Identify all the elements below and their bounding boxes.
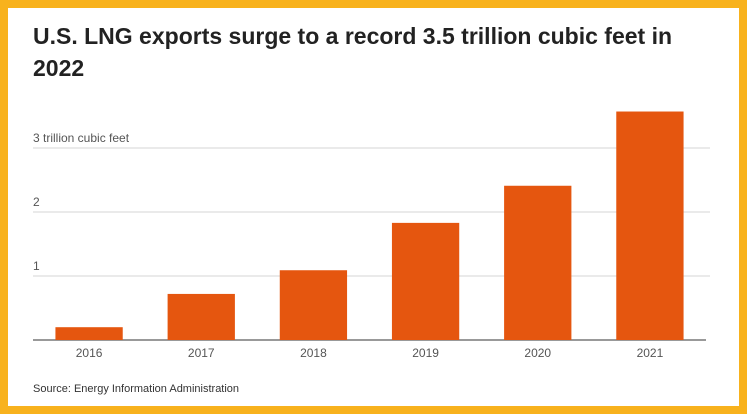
- x-tick-label: 2020: [524, 346, 551, 360]
- chart-title: U.S. LNG exports surge to a record 3.5 t…: [33, 23, 673, 81]
- bar: [167, 293, 235, 340]
- bar: [616, 111, 684, 341]
- bar: [279, 270, 348, 340]
- y-tick-label: 3 trillion cubic feet: [33, 131, 130, 145]
- bar: [391, 222, 460, 340]
- x-tick-label: 2019: [412, 346, 439, 360]
- bar: [55, 327, 123, 340]
- x-tick-label: 2017: [188, 346, 215, 360]
- source: Source: Energy Information Administratio…: [33, 383, 239, 395]
- x-tick-label: 2016: [76, 346, 103, 360]
- bar: [504, 185, 572, 340]
- x-tick-label: 2021: [637, 346, 664, 360]
- x-tick-label: 2018: [300, 346, 327, 360]
- y-tick-label: 2: [33, 195, 40, 209]
- y-tick-label: 1: [33, 259, 40, 273]
